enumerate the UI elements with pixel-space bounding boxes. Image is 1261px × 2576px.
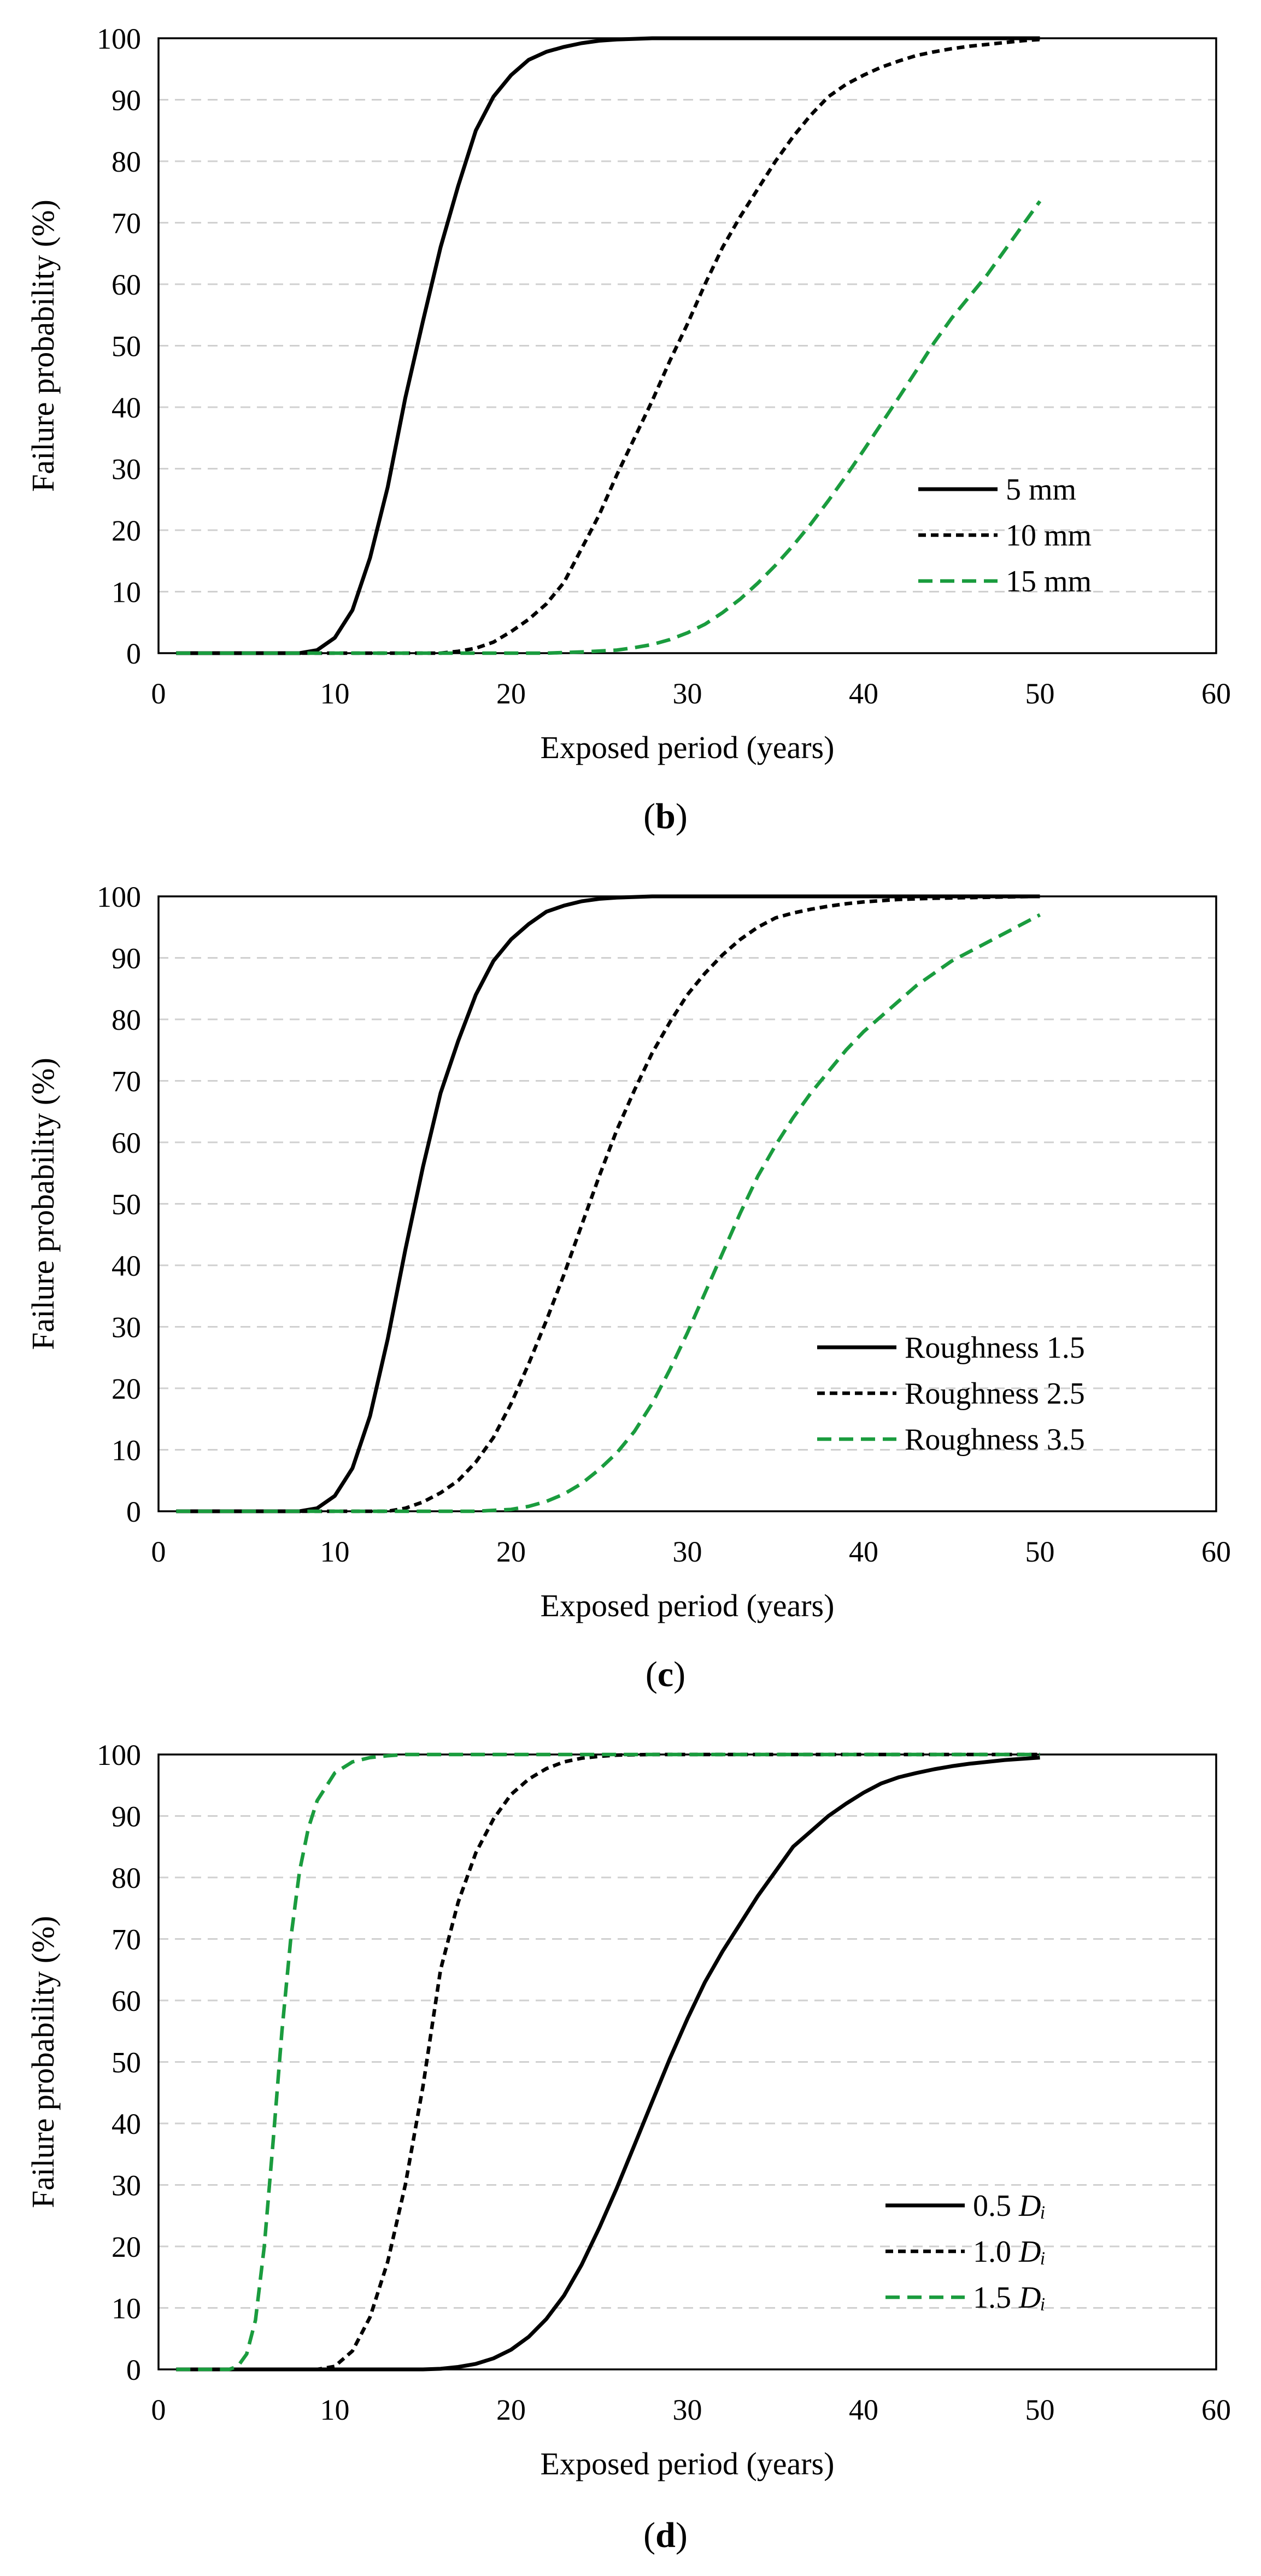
series-line [176, 38, 1040, 655]
y-tick-label: 10 [112, 576, 141, 609]
x-tick-label: 40 [849, 677, 878, 710]
y-tick-label: 100 [97, 1739, 141, 1771]
y-tick-label: 100 [97, 881, 141, 913]
y-tick-label: 0 [126, 637, 141, 670]
y-tick-label: 50 [112, 330, 141, 363]
x-tick-label: 40 [849, 1535, 878, 1568]
series-line [176, 894, 1040, 1513]
panel-label: (c) [646, 1654, 685, 1694]
x-tick-label: 40 [849, 2393, 878, 2426]
series-line [176, 1752, 1040, 2372]
x-tick-label: 50 [1025, 677, 1055, 710]
y-tick-label: 90 [112, 942, 141, 975]
y-tick-label: 10 [112, 1434, 141, 1467]
legend-entry: Roughness 1.5 [905, 1331, 1085, 1365]
y-tick-label: 90 [112, 84, 141, 117]
chart-panel-d: 0 10 20 30 40 50 60 70 80 90 100 0 10 20 30 40 50 60 Expos… [25, 1739, 1231, 2555]
y-tick-label: 0 [126, 2354, 141, 2386]
x-tick-label: 60 [1201, 677, 1231, 710]
x-axis-label: Exposed period (years) [541, 1588, 835, 1623]
x-tick-label: 30 [673, 2393, 702, 2426]
legend: Roughness 1.5 Roughness 2.5 Roughness 3.5 [817, 1331, 1085, 1457]
x-axis-label: Exposed period (years) [541, 730, 835, 765]
legend-entry: 1.5 Dᵢ [973, 2281, 1046, 2315]
y-tick-label: 20 [112, 514, 141, 547]
x-tick-label: 30 [673, 677, 702, 710]
panel-label: (b) [643, 796, 688, 836]
y-tick-label: 100 [97, 22, 141, 55]
x-tick-label: 50 [1025, 2393, 1055, 2426]
series-line [176, 913, 1041, 1513]
series-line [176, 200, 1042, 655]
x-tick-label: 20 [496, 1535, 526, 1568]
y-tick-label: 40 [112, 2108, 141, 2140]
x-tick-label: 0 [151, 1535, 166, 1568]
y-tick-label: 80 [112, 1004, 141, 1036]
y-tick-label: 20 [112, 2231, 141, 2263]
y-tick-label: 50 [112, 1188, 141, 1221]
x-tick-label: 30 [673, 1535, 702, 1568]
x-tick-label: 20 [496, 677, 526, 710]
y-tick-label: 40 [112, 391, 141, 424]
x-tick-label: 10 [320, 1535, 350, 1568]
y-tick-label: 60 [112, 1985, 141, 2017]
x-tick-label: 10 [320, 2393, 350, 2426]
legend-entry: 0.5 Dᵢ [973, 2189, 1046, 2223]
legend-entry: Roughness 3.5 [905, 1423, 1085, 1457]
series-line [176, 894, 1040, 1513]
y-tick-label: 60 [112, 1126, 141, 1159]
x-tick-label: 60 [1201, 1535, 1231, 1568]
legend-entry: 5 mm [1006, 473, 1076, 507]
plot-frame [157, 1753, 1217, 2370]
x-tick-label: 60 [1201, 2393, 1231, 2426]
y-tick-label: 30 [112, 2169, 141, 2202]
y-tick-label: 60 [112, 268, 141, 301]
y-tick-label: 80 [112, 145, 141, 178]
x-tick-label: 0 [151, 677, 166, 710]
y-tick-label: 80 [112, 1862, 141, 1894]
y-tick-label: 30 [112, 453, 141, 486]
legend-entry: 15 mm [1006, 565, 1092, 598]
x-tick-label: 20 [496, 2393, 526, 2426]
y-tick-label: 30 [112, 1311, 141, 1344]
x-tick-label: 10 [320, 677, 350, 710]
chart-panel-b: 0 10 20 30 40 50 60 70 80 90 100 0 10 20 30 40 50 60 Expos… [25, 22, 1231, 836]
y-tick-label: 50 [112, 2046, 141, 2079]
y-tick-label: 20 [112, 1372, 141, 1405]
legend-entry: 10 mm [1006, 519, 1092, 553]
y-axis-label: Failure probability (%) [25, 1058, 61, 1350]
legend: 5 mm 10 mm 15 mm [918, 473, 1092, 598]
y-tick-label: 0 [126, 1495, 141, 1528]
chart-panel-c: 0 10 20 30 40 50 60 70 80 90 100 0 10 20 30 40 50 60 Expos… [25, 881, 1231, 1694]
series-line [176, 36, 1040, 655]
y-tick-label: 90 [112, 1800, 141, 1833]
y-tick-label: 10 [112, 2292, 141, 2325]
series-line [176, 1756, 1040, 2372]
y-tick-label: 70 [112, 1923, 141, 1956]
x-axis-label: Exposed period (years) [541, 2446, 835, 2481]
x-tick-label: 50 [1025, 1535, 1055, 1568]
legend-entry: 1.0 Dᵢ [973, 2235, 1046, 2269]
panel-label: (d) [643, 2515, 688, 2555]
legend-entry: Roughness 2.5 [905, 1377, 1085, 1411]
y-tick-label: 40 [112, 1249, 141, 1282]
y-tick-label: 70 [112, 207, 141, 240]
y-axis-label: Failure probability (%) [25, 199, 61, 492]
y-axis-label: Failure probability (%) [25, 1916, 61, 2208]
legend: 0.5 Dᵢ 1.0 Dᵢ 1.5 Dᵢ [885, 2189, 1046, 2315]
y-tick-label: 70 [112, 1065, 141, 1098]
x-tick-label: 0 [151, 2393, 166, 2426]
